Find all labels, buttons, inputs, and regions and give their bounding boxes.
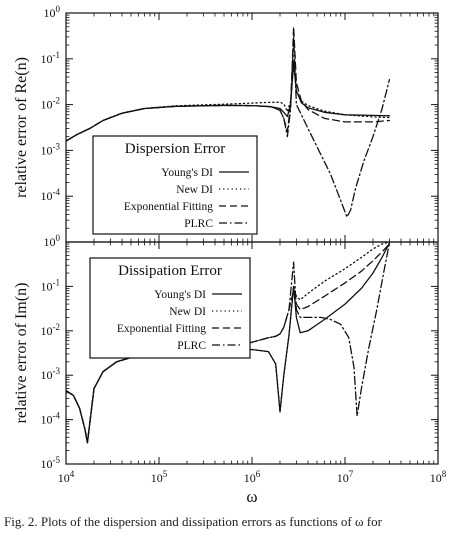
y-tick-label: 10-3 [41, 366, 61, 382]
series-line [66, 26, 391, 142]
x-tick-label: 105 [151, 469, 168, 485]
y-tick-label: 10-2 [41, 322, 61, 338]
series-group [66, 26, 391, 218]
legend-entry-label: PLRC [184, 218, 213, 230]
y-axis-label: relative error of Re(n) [13, 57, 30, 198]
legend-box [92, 135, 258, 235]
legend-title: Dispersion Error [125, 141, 225, 157]
series-line [66, 62, 391, 142]
shared-x-axis: 104 105 106 107 108 ω [58, 469, 447, 506]
dissipation-panel: 10-5 10-4 10-3 10-2 10-1 100 relative error of… [13, 233, 439, 471]
legend-box [89, 257, 251, 359]
y-tick-label: 100 [44, 4, 61, 20]
legend: Dissipation Error Young's DI New DI Exponen… [89, 257, 251, 359]
y-tick-label: 10-1 [41, 277, 61, 293]
legend-entry-label: New DI [176, 184, 213, 196]
legend-entry-label: Young's DI [154, 289, 206, 301]
series-line [66, 36, 391, 218]
x-tick-label: 106 [244, 469, 261, 485]
y-tick-label: 100 [44, 233, 61, 249]
y-tick-label: 10-4 [41, 187, 61, 203]
y-tick-label: 10-1 [41, 50, 61, 66]
x-tick-label: 104 [58, 469, 75, 485]
figure-caption: Fig. 2. Plots of the dispersion and diss… [4, 514, 382, 529]
legend-entry-label: Young's DI [161, 167, 213, 179]
y-tick-label: 10-2 [41, 96, 61, 112]
x-tick-label: 108 [430, 469, 447, 485]
y-tick-label: 10-4 [41, 411, 61, 427]
legend-entry-label: Exponential Fitting [124, 201, 213, 213]
y-tick-label: 10-5 [41, 455, 61, 471]
series-line [66, 60, 391, 142]
figure: 10-4 10-3 10-2 10-1 100 relative error of Re(… [13, 4, 447, 506]
series-line [66, 242, 391, 444]
legend-entry-label: New DI [169, 306, 206, 318]
x-axis-label: ω [246, 487, 257, 506]
legend-title: Dissipation Error [118, 263, 222, 279]
legend-entry-label: PLRC [177, 340, 206, 352]
legend: Dispersion Error Young's DI New DI Exponent… [92, 135, 258, 235]
legend-entry-label: Exponential Fitting [117, 323, 206, 335]
dispersion-panel: 10-4 10-3 10-2 10-1 100 relative error of Re(… [13, 4, 439, 243]
y-tick-label: 10-3 [41, 141, 61, 157]
y-axis-label: relative error of Im(n) [13, 283, 30, 424]
x-tick-label: 107 [337, 469, 354, 485]
series-group [66, 242, 391, 444]
